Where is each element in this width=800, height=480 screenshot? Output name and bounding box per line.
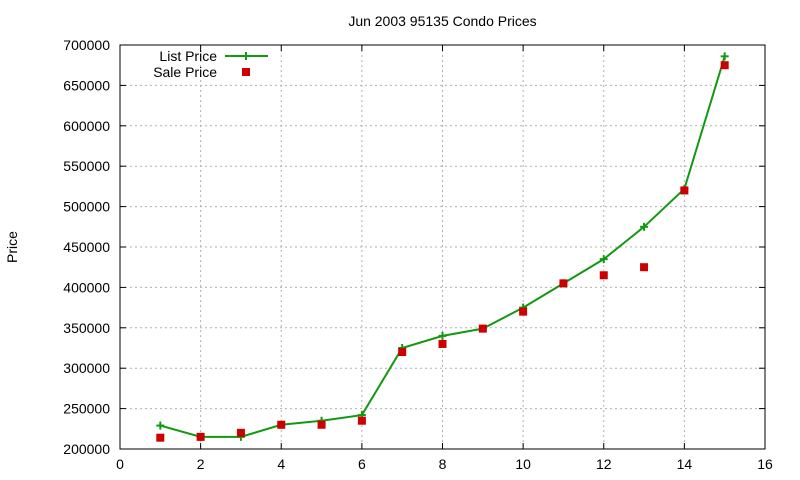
series [156, 52, 729, 442]
y-tick-label: 200000 [63, 441, 110, 457]
sale-price-point [519, 307, 528, 316]
list-price-point [438, 331, 447, 340]
list-price-point [599, 255, 608, 264]
x-tick-label: 6 [358, 456, 366, 472]
x-tick-label: 16 [757, 456, 773, 472]
chart-title: Jun 2003 95135 Condo Prices [348, 13, 536, 29]
sale-price-point [559, 279, 568, 288]
legend-label: Sale Price [153, 64, 217, 80]
y-tick-label: 250000 [63, 401, 110, 417]
sale-price-point [720, 61, 729, 70]
sale-price-point [398, 348, 407, 357]
y-tick-label: 700000 [63, 37, 110, 53]
sale-price-point [236, 428, 245, 437]
series-sale-price [156, 61, 729, 442]
sale-price-point [277, 420, 286, 429]
y-axis-label: Price [4, 231, 20, 263]
sale-price-point [599, 271, 608, 280]
y-tick-label: 650000 [63, 77, 110, 93]
x-tick-label: 8 [439, 456, 447, 472]
legend-swatch-marker [242, 52, 250, 60]
x-tick-label: 14 [677, 456, 693, 472]
sale-price-point [438, 339, 447, 348]
y-tick-label: 400000 [63, 279, 110, 295]
x-tick-label: 0 [116, 456, 124, 472]
sale-price-point [640, 263, 649, 272]
y-tick-label: 500000 [63, 199, 110, 215]
x-tick-label: 2 [197, 456, 205, 472]
y-tick-label: 550000 [63, 158, 110, 174]
grid [120, 45, 765, 449]
sale-price-point [357, 416, 366, 425]
sale-price-point [680, 186, 689, 195]
axis-ticks: 0 2 4 6 8 10 12 14 16 200000 250000 300000 350000 400… [63, 37, 773, 472]
sale-price-point [196, 432, 205, 441]
legend-label: List Price [159, 48, 217, 64]
list-price-point [640, 222, 649, 231]
list-price-point [156, 421, 165, 430]
sale-price-point [156, 433, 165, 442]
y-tick-label: 300000 [63, 360, 110, 376]
x-tick-label: 4 [277, 456, 285, 472]
y-tick-label: 350000 [63, 320, 110, 336]
sale-price-point [317, 420, 326, 429]
list-price-point [720, 52, 729, 61]
y-tick-label: 450000 [63, 239, 110, 255]
legend-swatch-marker [242, 68, 250, 76]
x-tick-label: 10 [515, 456, 531, 472]
sale-price-point [478, 324, 487, 333]
y-tick-label: 600000 [63, 118, 110, 134]
x-tick-label: 12 [596, 456, 612, 472]
